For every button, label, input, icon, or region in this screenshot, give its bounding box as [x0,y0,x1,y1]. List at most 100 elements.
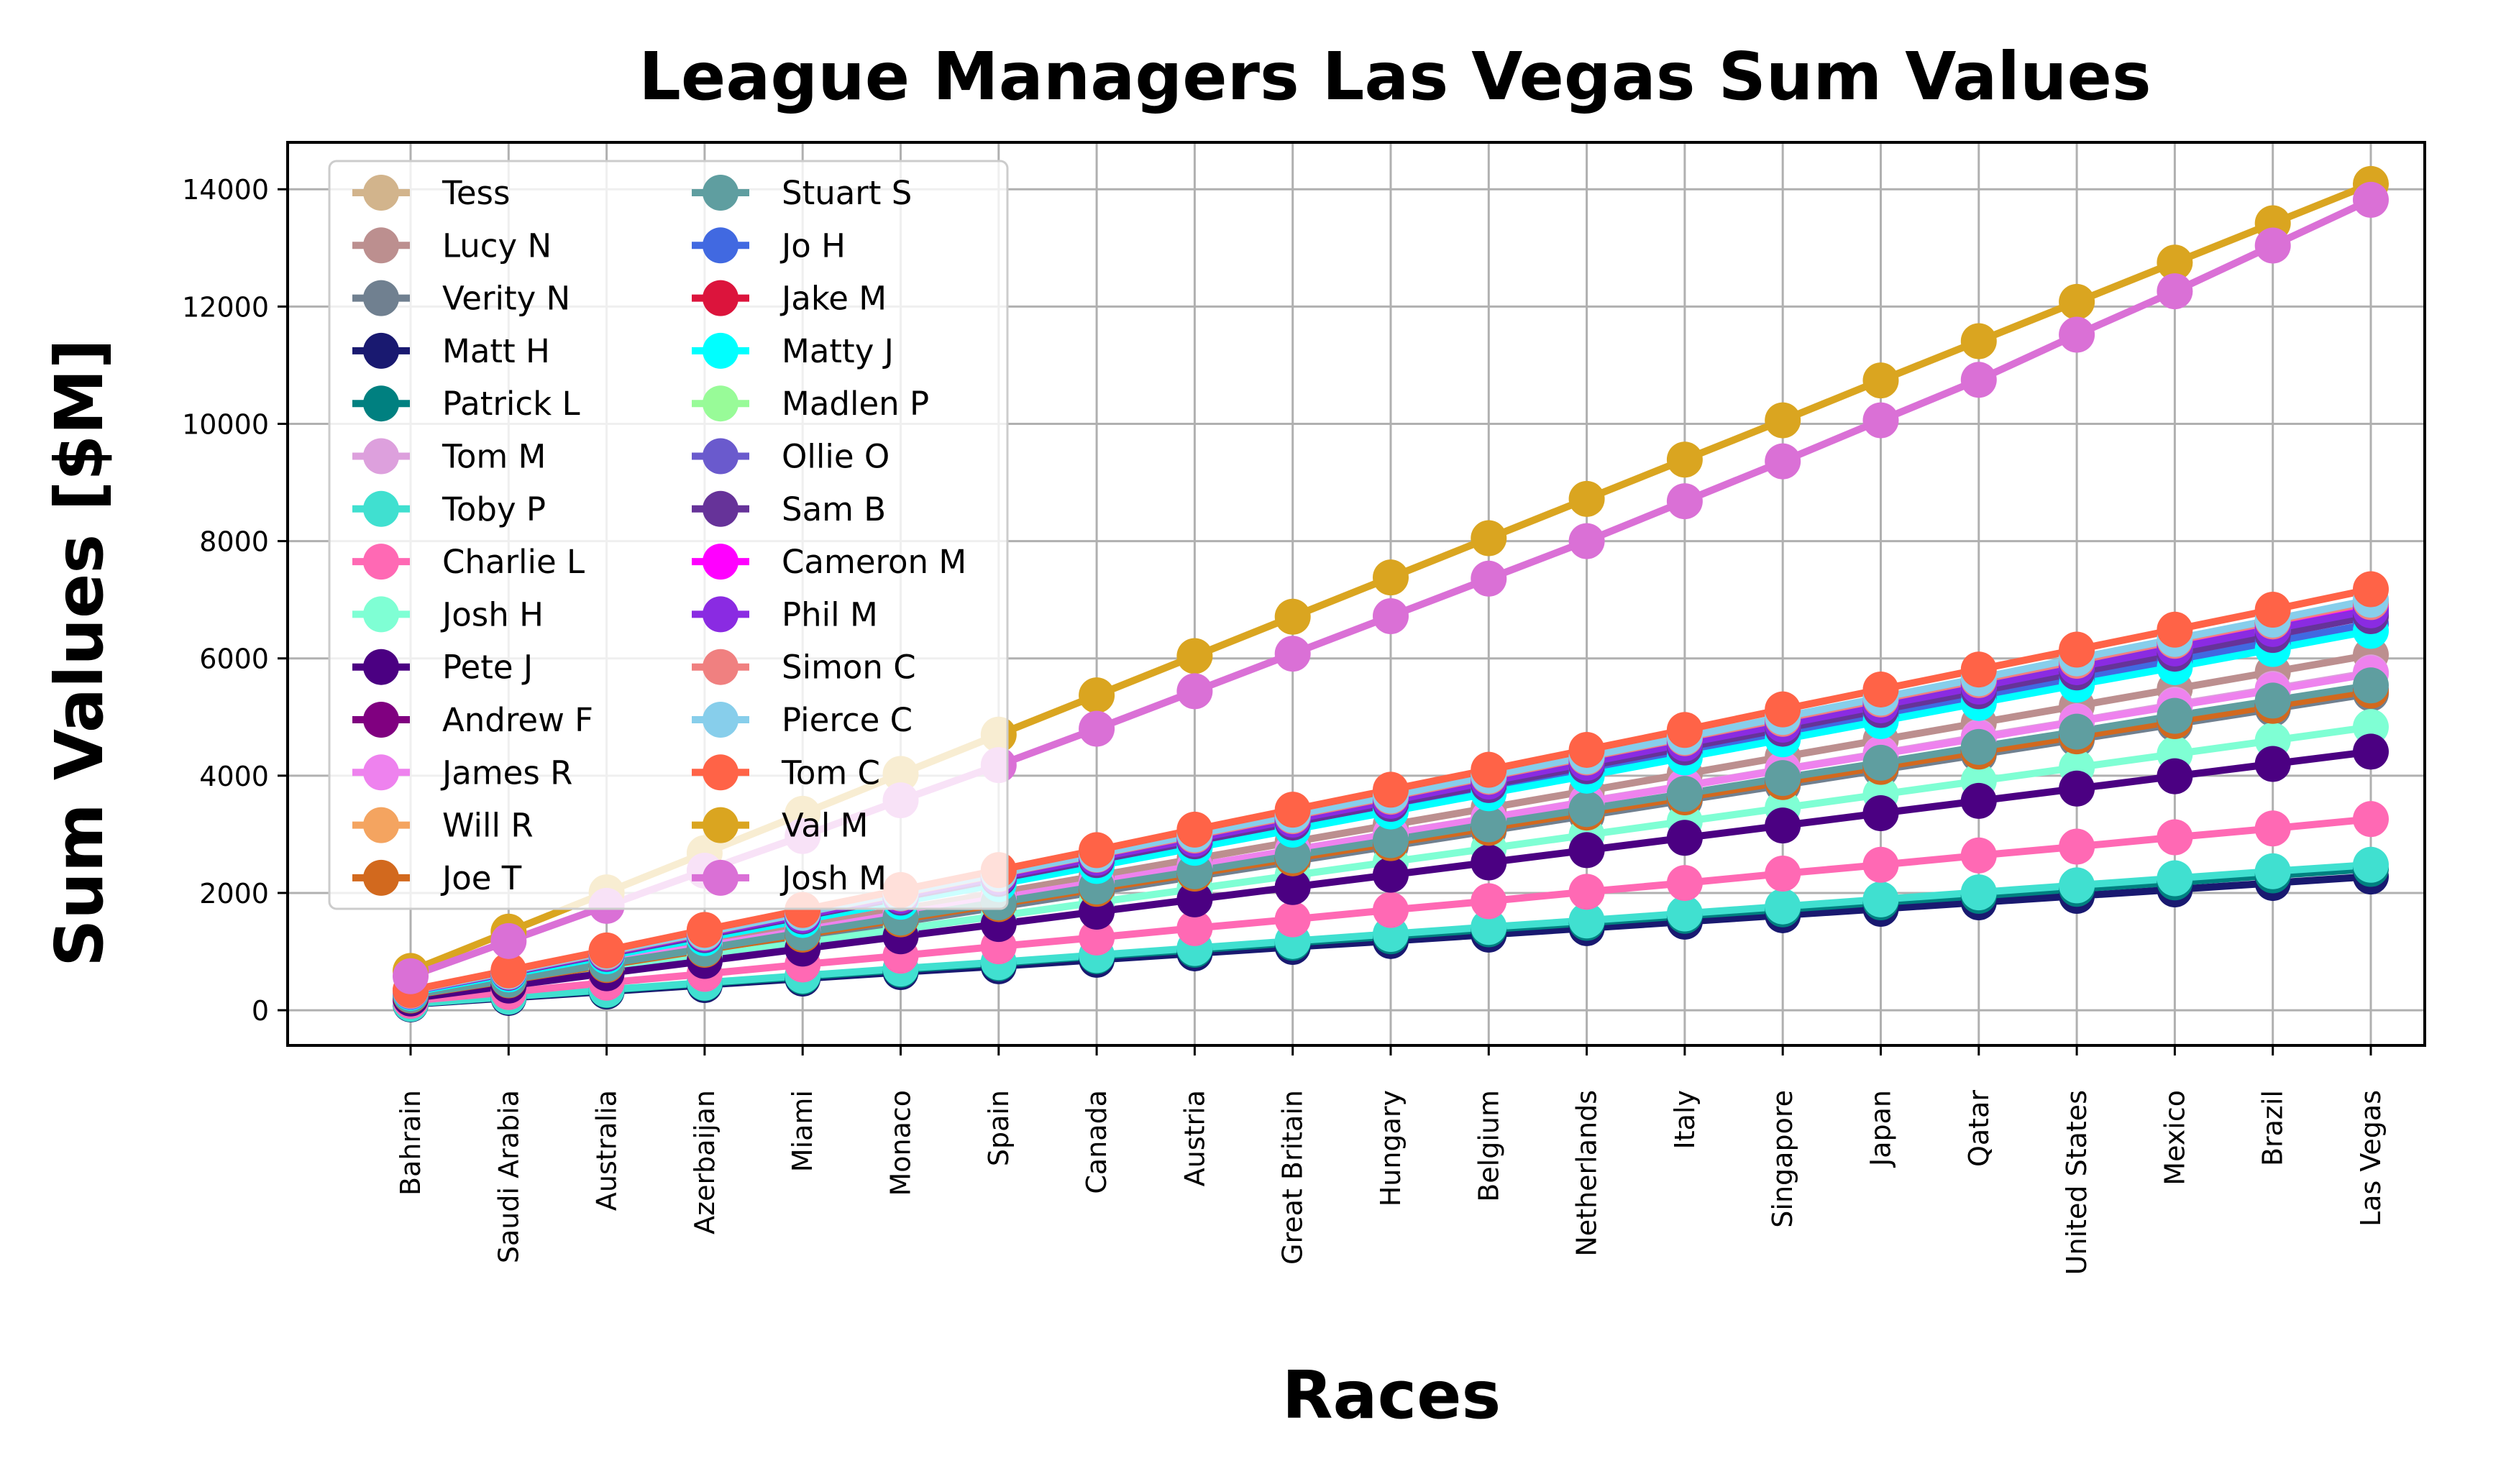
x-tick-label: Miami [787,1090,818,1172]
y-axis-label: Sum Values [$M] [41,339,118,967]
x-tick-label: Italy [1669,1090,1701,1149]
legend-swatch-marker [703,175,738,211]
data-point [1274,636,1311,672]
legend-item: Tom C [692,754,880,792]
data-point [1568,902,1605,939]
data-point [1960,323,1997,359]
data-point [1568,874,1605,910]
data-point [1960,728,1997,765]
legend-label: Sam B [782,490,886,528]
legend-item: Ollie O [692,438,890,476]
y-tick-label: 8000 [199,526,269,558]
data-point [2353,667,2389,704]
data-point [1765,807,1801,844]
data-point [2353,846,2389,883]
data-point [1568,480,1605,517]
legend-item: Sam B [692,490,886,528]
legend-label: Jo H [779,226,846,265]
data-point [490,952,527,989]
legend-item: Patrick L [352,385,580,423]
x-tick-label: Belgium [1473,1090,1504,1202]
plot-area: 0 2000 4000 6000 8000 10000 12000 14000 Bahrain S… [182,141,2426,1275]
data-point [1274,837,1311,874]
x-tick-label: Austria [1179,1090,1210,1186]
legend-item: Simon C [692,649,916,687]
legend-swatch-marker [363,227,399,264]
data-point [1079,677,1115,714]
data-point [1862,362,1899,399]
legend-label: Tess [442,174,510,212]
y-tick-label: 14000 [182,174,269,206]
legend-label: Jake M [779,280,887,318]
data-point [2059,316,2095,353]
data-point [1862,846,1899,883]
data-point [1373,892,1409,928]
data-point [1862,671,1899,707]
legend-label: Stuart S [782,174,912,212]
data-point [1373,771,1409,808]
y-tick-label: 12000 [182,291,269,323]
legend-label: Tom M [442,438,546,476]
legend-swatch-marker [363,649,399,685]
y-tick-label: 2000 [199,878,269,910]
chart-title: League Managers Las Vegas Sum Values [639,38,2151,115]
x-tick-label: Mexico [2159,1090,2190,1186]
legend-swatch-marker [363,544,399,580]
data-point [1471,520,1507,556]
legend-swatch-marker [703,280,738,316]
data-point [2254,746,2291,782]
data-point [1765,402,1801,439]
legend-label: Patrick L [442,385,580,423]
legend-swatch-marker [363,332,399,369]
legend-item: Madlen P [692,385,929,423]
data-point [2157,860,2193,897]
data-point [1471,883,1507,920]
legend-swatch-marker [703,649,738,685]
legend-swatch-marker [363,754,399,791]
data-point [686,912,723,948]
data-point [1666,895,1703,932]
data-point [2059,770,2095,807]
legend-label: Josh M [779,859,887,897]
legend-item: Val M [692,807,869,845]
data-point [1274,869,1311,905]
x-tick-label: Brazil [2257,1090,2289,1166]
x-tick-label: Saudi Arabia [493,1090,524,1263]
legend-label: Andrew F [442,701,593,739]
legend-item: Lucy N [352,226,552,265]
legend-label: Will R [442,807,534,845]
data-point [1568,523,1605,559]
data-point [1862,795,1899,832]
legend-swatch-marker [363,596,399,633]
data-point [1471,806,1507,843]
legend-swatch-marker [363,280,399,316]
data-point [2059,713,2095,750]
legend-swatch-marker [703,490,738,527]
data-point [2353,181,2389,218]
data-point [1471,909,1507,945]
data-point [1373,559,1409,596]
legend-swatch-marker [703,754,738,791]
data-point [1176,881,1213,917]
legend-item: Joe T [352,859,522,897]
data-point [1274,901,1311,938]
data-point [1176,673,1213,710]
legend-label: Matty J [782,332,894,370]
x-tick-label: Azerbaijan [689,1090,721,1235]
data-point [1079,710,1115,747]
data-point [490,922,527,959]
y-tick-label: 4000 [199,761,269,792]
data-point [2353,709,2389,746]
data-point [1666,441,1703,478]
legend-label: James R [440,754,572,792]
legend-swatch-marker [363,807,399,843]
x-tick-label: Monaco [885,1090,917,1196]
data-point [1176,910,1213,946]
data-point [1568,731,1605,768]
legend-swatch-marker [703,544,738,580]
legend-swatch-marker [363,702,399,738]
legend-label: Ollie O [782,438,890,476]
legend-label: Val M [782,807,869,845]
data-point [2059,828,2095,865]
legend-swatch-marker [703,702,738,738]
